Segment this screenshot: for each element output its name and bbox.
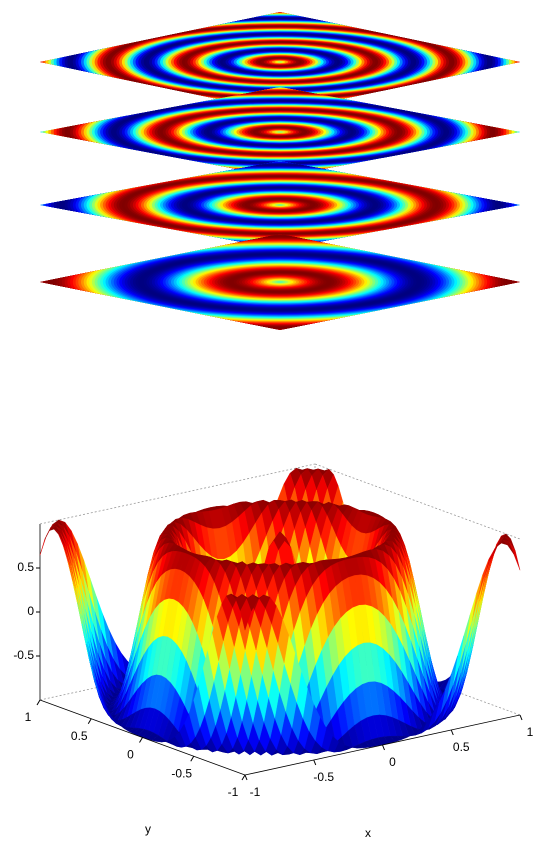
y-tick [37,700,40,705]
x-tick-label: -1 [250,785,261,799]
z-tick-label: 0.5 [17,560,34,574]
y-tick [88,719,91,724]
slice-layer [35,233,526,331]
y-tick-label: -0.5 [171,766,192,780]
y-tick-label: -1 [228,785,239,799]
surface-patch [40,527,51,555]
ring [277,205,282,206]
z-tick-label: -0.5 [13,648,34,662]
y-tick [242,775,245,780]
y-tick-label: 1 [25,710,32,724]
x-tick [314,760,316,765]
x-tick-label: 0.5 [453,740,470,754]
slice-plot [35,11,526,331]
y-tick [191,756,194,761]
x-tick [245,775,247,780]
ring [277,131,282,132]
ring [277,61,282,62]
figure: -1 -0.5 0 0.5 1 -1 -0.5 0 0.5 1 -0.5 0 0.5 y x [0,0,539,846]
surface-plot: -1 -0.5 0 0.5 1 -1 -0.5 0 0.5 1 -0.5 0 0.5 y x [13,464,533,840]
ring [277,281,282,282]
x-tick [451,730,453,735]
y-tick-label: 0.5 [71,729,88,743]
x-tick-label: -0.5 [313,770,334,784]
x-tick-label: 1 [527,725,534,739]
x-axis-label: x [365,826,371,840]
x-tick [383,745,385,750]
z-tick-label: 0 [27,604,34,618]
y-tick-label: 0 [127,748,134,762]
x-tick [520,715,522,720]
y-axis-label: y [145,822,151,836]
y-tick [140,738,143,743]
x-tick-label: 0 [389,755,396,769]
